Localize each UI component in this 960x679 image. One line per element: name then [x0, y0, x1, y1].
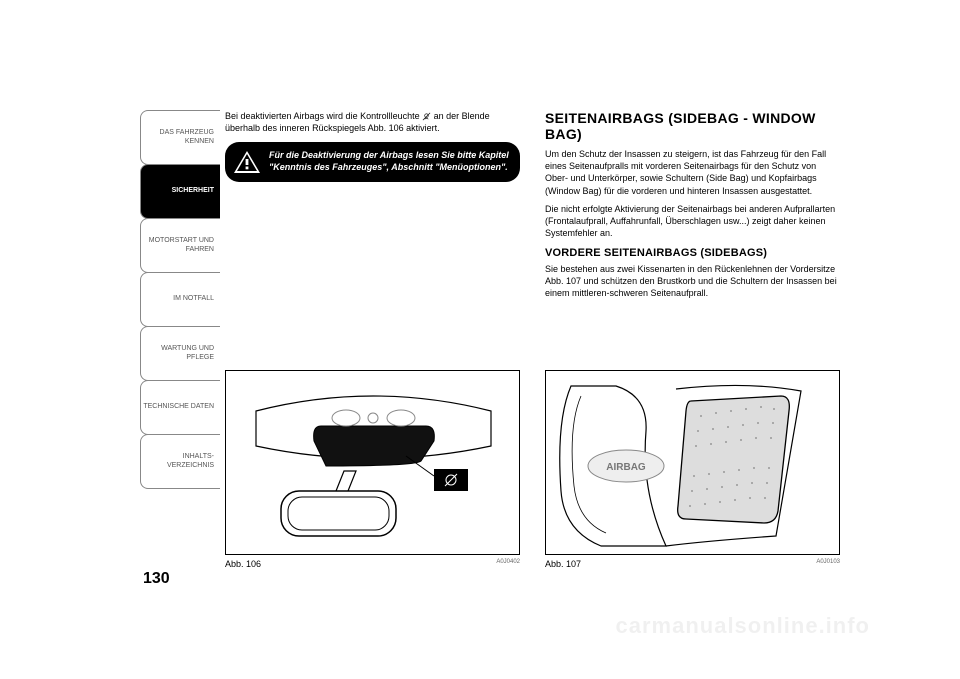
tab-inhalt[interactable]: INHALTS-VERZEICHNIS [140, 434, 220, 489]
tab-motorstart[interactable]: MOTORSTART UND FAHREN [140, 218, 220, 273]
figure-106-code: A0J0402 [496, 559, 520, 569]
figure-107-image: AIRBAG [545, 370, 840, 555]
svg-text:AIRBAG: AIRBAG [606, 462, 646, 473]
figure-106-caption-row: Abb. 106 A0J0402 [225, 559, 520, 569]
tab-label: IM NOTFALL [173, 295, 214, 303]
figure-107-caption-row: Abb. 107 A0J0103 [545, 559, 840, 569]
sidebar-nav: DAS FAHRZEUG KENNEN SICHERHEIT MOTORSTAR… [140, 110, 220, 590]
warning-text: Für die Deaktivierung der Airbags lesen … [269, 150, 510, 173]
tab-label: TECHNISCHE DATEN [143, 403, 214, 411]
tab-label: INHALTS-VERZEICHNIS [141, 453, 214, 470]
para-3: Sie bestehen aus zwei Kissenarten in den… [545, 263, 840, 299]
passenger-airbag-off-icon [422, 112, 431, 121]
tab-notfall[interactable]: IM NOTFALL [140, 272, 220, 327]
tab-label: DAS FAHRZEUG KENNEN [141, 129, 214, 146]
tab-tech-daten[interactable]: TECHNISCHE DATEN [140, 380, 220, 435]
section-heading: SEITENAIRBAGS (SIDEBAG - WINDOW BAG) [545, 110, 840, 142]
figure-107-caption: Abb. 107 [545, 559, 581, 569]
tab-label: WARTUNG UND PFLEGE [141, 345, 214, 362]
right-column: SEITENAIRBAGS (SIDEBAG - WINDOW BAG) Um … [545, 110, 840, 306]
warning-box: Für die Deaktivierung der Airbags lesen … [225, 142, 520, 181]
intro-text: Bei deaktivierten Airbags wird die Kontr… [225, 110, 520, 134]
figure-107: AIRBAG Abb. 107 A0J0103 [545, 370, 840, 569]
figure-106: Abb. 106 A0J0402 [225, 370, 520, 569]
tab-sicherheit[interactable]: SICHERHEIT [140, 164, 220, 219]
para-1: Um den Schutz der Insassen zu steigern, … [545, 148, 840, 197]
subsection-heading: VORDERE SEITENAIRBAGS (SIDEBAGS) [545, 247, 840, 259]
para-2: Die nicht erfolgte Aktivierung der Seite… [545, 203, 840, 239]
figure-107-code: A0J0103 [816, 559, 840, 569]
page-number: 130 [143, 570, 170, 588]
content-area: Bei deaktivierten Airbags wird die Kontr… [225, 110, 845, 306]
warning-triangle-icon [233, 150, 261, 174]
figure-106-image [225, 370, 520, 555]
watermark: carmanualsonline.info [616, 613, 871, 639]
tab-label: MOTORSTART UND FAHREN [141, 237, 214, 254]
left-column: Bei deaktivierten Airbags wird die Kontr… [225, 110, 520, 306]
figure-106-caption: Abb. 106 [225, 559, 261, 569]
tab-fahrzeug-kennen[interactable]: DAS FAHRZEUG KENNEN [140, 110, 220, 165]
tab-label: SICHERHEIT [172, 187, 214, 195]
intro-part-a: Bei deaktivierten Airbags wird die Kontr… [225, 111, 422, 121]
tab-wartung[interactable]: WARTUNG UND PFLEGE [140, 326, 220, 381]
